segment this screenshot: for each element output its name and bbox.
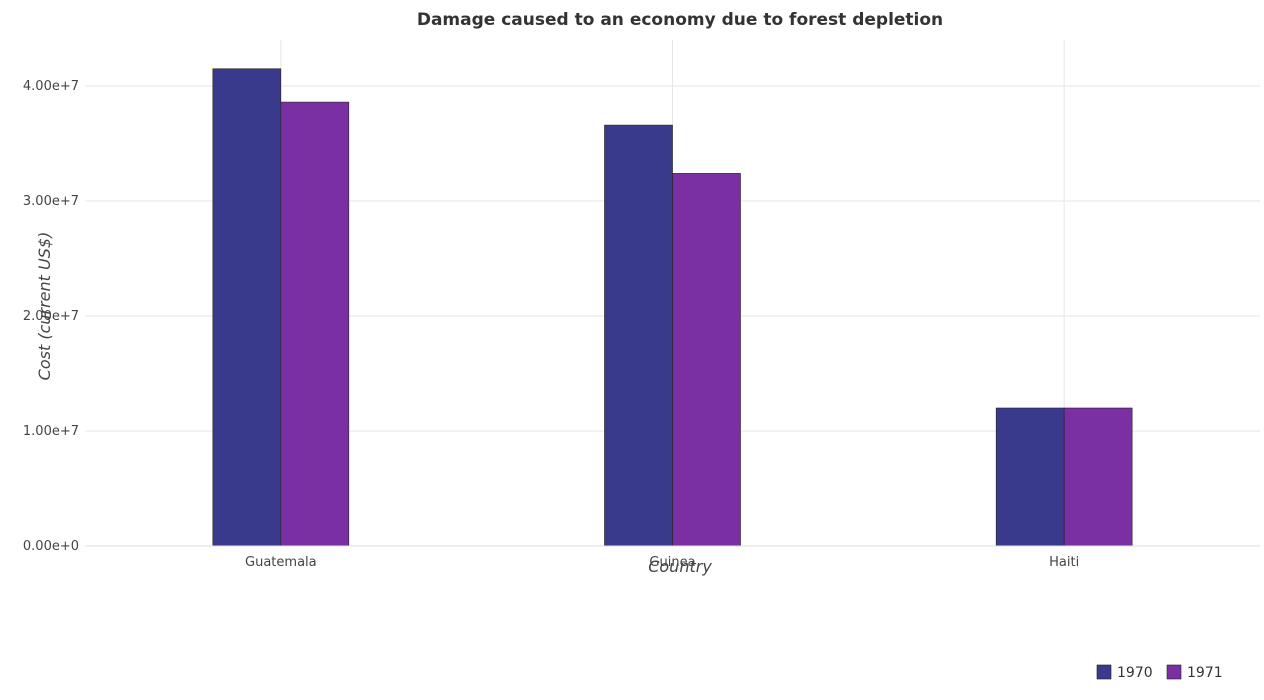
x-tick-label: Guinea: [649, 555, 695, 570]
legend-swatch-1971: [1166, 664, 1182, 680]
bar-guatemala-1970: [212, 68, 282, 547]
bars: [212, 68, 1133, 547]
legend-label-1971: 1971: [1187, 665, 1223, 681]
legend-swatch-1970: [1096, 664, 1112, 680]
bar-guatemala-1971: [280, 101, 350, 547]
chart-title: Damage caused to an economy due to fores…: [417, 10, 943, 30]
x-tick-label: Haiti: [1049, 555, 1079, 570]
x-axis-label: Country: [648, 557, 712, 576]
y-tick-label: 1.00e+7: [23, 424, 79, 439]
y-tick-label: 0.00e+0: [23, 539, 79, 554]
legend: 1970 1971: [1096, 664, 1223, 681]
y-tick-label: 3.00e+7: [23, 194, 79, 209]
y-axis-label: Cost (current US$): [35, 232, 54, 381]
bar-haiti-1970: [995, 407, 1065, 547]
bar-guinea-1970: [604, 124, 673, 547]
legend-label-1970: 1970: [1117, 665, 1153, 681]
y-tick-label: 2.00e+7: [23, 309, 79, 324]
bar-haiti-1971: [1063, 407, 1133, 547]
x-tick-label: Guatemala: [245, 555, 317, 570]
bar-guinea-1971: [672, 173, 741, 547]
y-tick-label: 4.00e+7: [23, 79, 79, 94]
axes: 0.00e+0 1.00e+7 2.00e+7 3.00e+7 4.00e+7 Guate…: [23, 79, 1260, 570]
